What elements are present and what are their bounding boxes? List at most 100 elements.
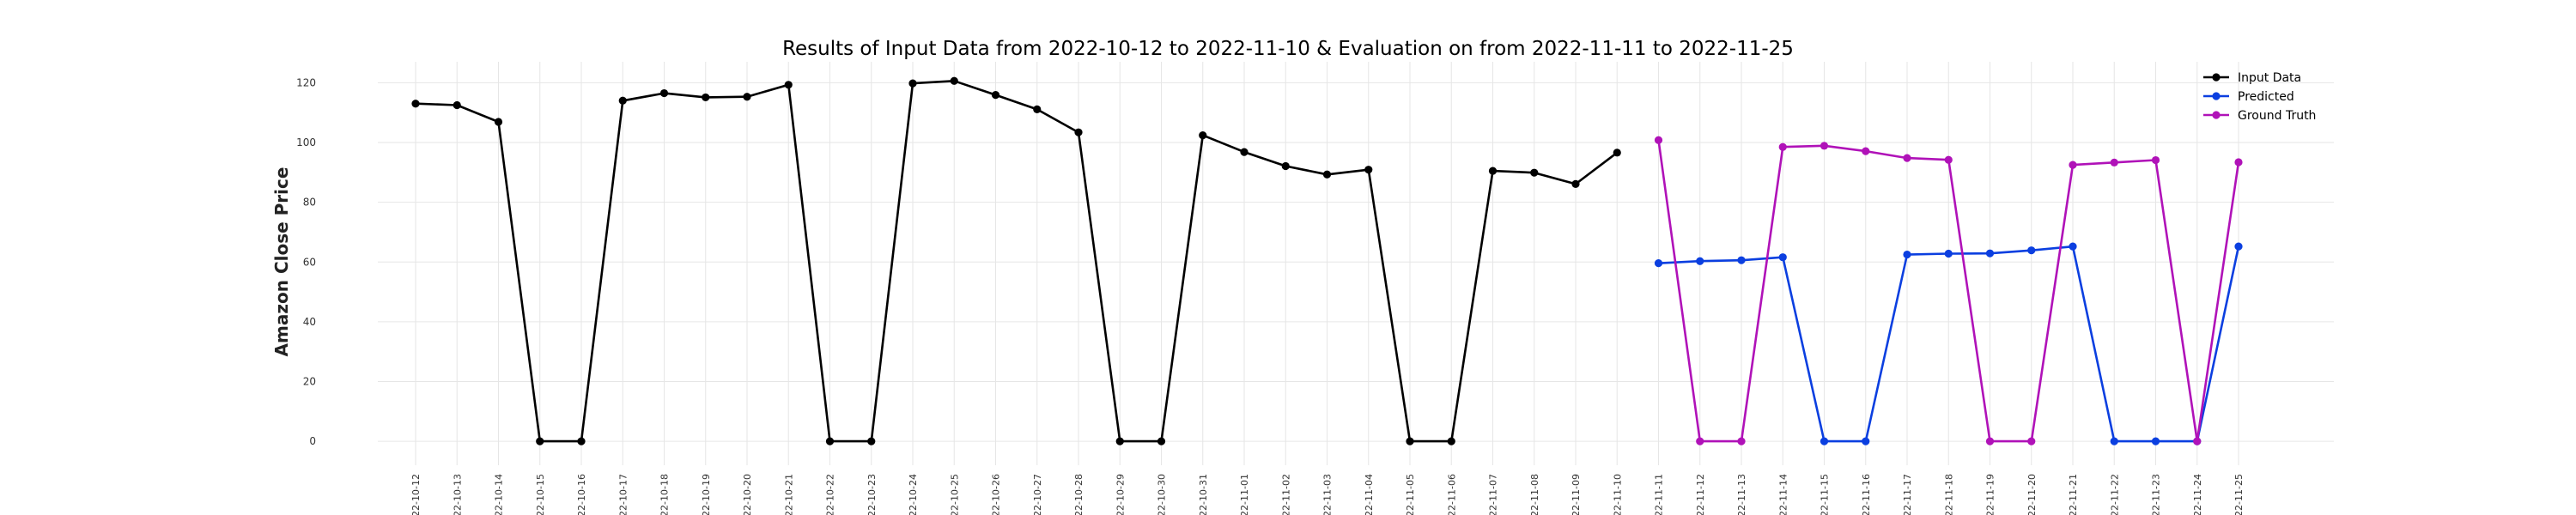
data-point: [453, 100, 461, 110]
data-point: [2234, 242, 2243, 251]
data-point: [1281, 161, 1290, 171]
data-point: [1985, 437, 1995, 445]
x-tick-label: 22-11-24: [2192, 474, 2203, 515]
x-tick-label: 22-10-26: [991, 474, 1002, 515]
data-point: [2234, 158, 2243, 167]
x-tick-label: 22-11-17: [1902, 474, 1913, 515]
data-point: [2069, 161, 2077, 169]
x-tick-label: 22-10-22: [825, 474, 836, 515]
data-point: [1654, 259, 1663, 268]
x-tick-labels: 22-10-12 22-10-13 22-10-14 22-10-15 22-10-16…: [410, 474, 2245, 515]
data-point: [2110, 158, 2118, 167]
data-point: [494, 118, 503, 126]
x-tick-label: 22-10-28: [1073, 474, 1084, 515]
data-point: [2151, 437, 2160, 445]
y-tick-label: 0: [309, 435, 316, 447]
data-point: [1613, 148, 1621, 157]
x-tick-label: 22-10-25: [949, 474, 960, 515]
x-tick-label: 22-10-18: [659, 474, 671, 515]
x-tick-label: 22-10-24: [908, 474, 919, 515]
data-point: [1240, 148, 1249, 156]
x-tick-label: 22-11-15: [1820, 474, 1831, 515]
legend-label: Predicted: [2238, 90, 2294, 104]
x-tick-label: 22-11-25: [2233, 474, 2245, 515]
x-tick-label: 22-11-16: [1861, 474, 1872, 515]
data-point: [1737, 256, 1746, 264]
y-tick-label: 20: [303, 376, 316, 388]
x-tick-label: 22-11-09: [1571, 474, 1582, 515]
data-point: [1862, 147, 1870, 155]
x-tick-label: 22-11-06: [1446, 474, 1457, 515]
x-tick-label: 22-10-23: [866, 474, 878, 515]
y-tick-labels: 0 20 40 60 80 100 120: [296, 76, 316, 447]
data-point: [536, 437, 544, 445]
data-point: [825, 437, 835, 445]
data-point: [1737, 437, 1746, 445]
data-point: [1903, 154, 1911, 162]
legend-marker: [2212, 111, 2221, 119]
x-tick-label: 22-10-19: [701, 474, 712, 515]
legend-label: Input Data: [2238, 71, 2301, 85]
data-point: [743, 93, 751, 101]
data-point: [2193, 437, 2202, 445]
x-tick-label: 22-10-13: [452, 474, 463, 515]
data-point: [1778, 142, 1787, 151]
data-point: [908, 79, 917, 88]
y-tick-label: 40: [303, 316, 316, 328]
data-point: [2027, 246, 2036, 255]
data-point: [1157, 437, 1166, 445]
x-tick-label: 22-10-31: [1198, 474, 1209, 515]
data-point: [1985, 249, 1995, 258]
data-point: [1571, 179, 1580, 188]
data-point: [2151, 155, 2160, 165]
x-tick-label: 22-10-27: [1032, 474, 1043, 515]
x-tick-label: 22-11-01: [1239, 474, 1250, 515]
legend-marker: [2212, 92, 2221, 100]
data-point: [1862, 437, 1870, 445]
data-point: [411, 100, 420, 108]
x-tick-label: 22-10-20: [742, 474, 753, 515]
x-tick-label: 22-10-15: [535, 474, 546, 515]
legend-marker: [2212, 73, 2221, 82]
x-tick-label: 22-11-12: [1695, 474, 1706, 515]
data-point: [1944, 155, 1953, 164]
series-line-0: [415, 80, 1619, 443]
x-tick-label: 22-11-19: [1985, 474, 1996, 515]
x-tick-label: 22-11-02: [1280, 474, 1291, 515]
x-tick-label: 22-10-21: [783, 474, 794, 515]
data-point: [1820, 437, 1829, 445]
data-point: [659, 88, 669, 98]
y-tick-label: 60: [303, 256, 316, 268]
legend-label: Ground Truth: [2238, 109, 2316, 123]
data-point: [1406, 437, 1414, 445]
x-tick-label: 22-11-07: [1488, 474, 1499, 515]
x-tick-label: 22-10-17: [617, 474, 629, 515]
data-point: [950, 76, 958, 85]
data-point: [2110, 437, 2118, 445]
legend: Input Data Predicted Ground Truth: [2203, 71, 2316, 123]
data-point: [577, 437, 586, 445]
data-point: [2069, 242, 2077, 251]
x-tick-label: 22-11-03: [1322, 474, 1334, 515]
x-tick-label: 22-10-16: [576, 474, 587, 515]
data-point: [1115, 437, 1124, 445]
data-point: [702, 93, 710, 102]
grid-lines: [378, 62, 2334, 465]
data-point: [1696, 257, 1704, 265]
data-point: [867, 437, 876, 445]
x-tick-label: 22-11-04: [1364, 474, 1375, 515]
x-tick-label: 22-11-14: [1777, 474, 1789, 515]
x-tick-label: 22-11-21: [2068, 474, 2079, 515]
x-tick-label: 22-11-05: [1405, 474, 1416, 515]
data-point: [1530, 168, 1539, 177]
x-tick-label: 22-11-08: [1529, 474, 1540, 515]
x-tick-label: 22-11-11: [1654, 474, 1665, 515]
y-tick-label: 120: [296, 76, 316, 88]
data-point: [1199, 131, 1207, 140]
data-point: [991, 91, 1000, 100]
series-group: [411, 76, 2243, 445]
x-tick-label: 22-11-23: [2151, 474, 2162, 515]
y-axis-label: Amazon Close Price: [271, 167, 292, 357]
x-tick-label: 22-11-18: [1943, 474, 1954, 515]
